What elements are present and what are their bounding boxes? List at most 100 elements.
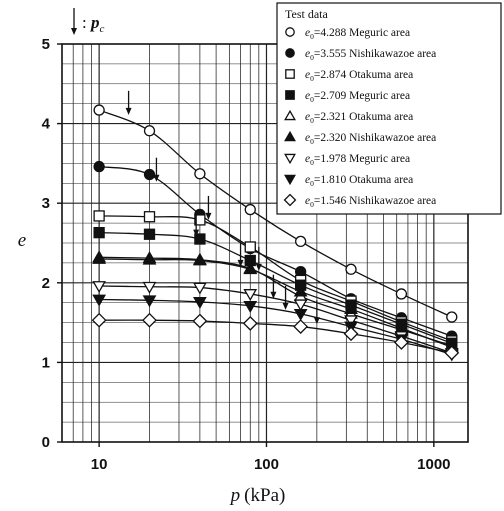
x-tick-label: 10	[91, 456, 108, 473]
legend-label: e0=2.321 Otakuma area	[305, 111, 413, 125]
legend-label: e0=4.288 Meguric area	[305, 27, 410, 41]
legend-entry: e0=3.555 Nishikawazoe area	[285, 48, 436, 62]
data-point	[444, 345, 460, 361]
data-point	[293, 308, 308, 321]
pc-arrow-head	[237, 259, 244, 267]
plot-frame	[61, 43, 469, 443]
data-point	[143, 168, 156, 181]
x-tick-label: 100	[254, 456, 279, 473]
data-point	[93, 210, 105, 222]
pc-legend-arrow-head	[71, 28, 77, 35]
legend-e-subscript: 0	[310, 116, 314, 125]
y-axis-label: e	[18, 230, 26, 251]
pc-arrow-head	[153, 174, 160, 182]
legend-entry: e0=2.321 Otakuma area	[284, 109, 413, 125]
legend-value-area: =3.555 Nishikawazoe area	[314, 48, 436, 60]
legend-e-subscript: 0	[310, 158, 314, 167]
data-point	[344, 315, 358, 328]
pc-arrow-head	[282, 302, 289, 310]
data-point	[91, 312, 107, 328]
data-point	[92, 281, 107, 294]
legend-e-symbol: e	[305, 48, 310, 60]
legend-e-subscript: 0	[310, 74, 314, 83]
legend-marker	[285, 48, 295, 58]
y-tick-label: 5	[42, 36, 50, 53]
data-point	[193, 282, 207, 295]
legend-marker	[285, 27, 295, 37]
legend-marker	[284, 153, 296, 165]
data-point	[395, 288, 408, 300]
series-0	[93, 90, 458, 323]
data-point	[143, 125, 156, 137]
data-point	[293, 319, 309, 334]
data-point	[244, 203, 256, 216]
legend-e-subscript: 0	[310, 137, 314, 146]
data-point	[92, 294, 107, 307]
legend-title: Test data	[285, 7, 328, 21]
series-line	[99, 256, 452, 347]
data-point	[243, 300, 258, 313]
legend-value-area: =2.874 Otakuma area	[314, 69, 413, 81]
data-point	[194, 233, 206, 245]
data-point	[293, 299, 308, 312]
series-8	[91, 300, 460, 361]
legend-marker	[283, 193, 297, 207]
data-point	[142, 281, 157, 294]
data-point	[194, 168, 206, 180]
legend-label: e0=1.546 Nishikawazoe area	[305, 195, 436, 209]
data-point	[194, 214, 206, 226]
data-point	[244, 241, 256, 253]
legend-label: e0=1.810 Otakuma area	[305, 174, 413, 188]
y-tick-label: 4	[42, 116, 51, 133]
data-point	[142, 252, 157, 265]
x-axis-unit: (kPa)	[244, 485, 285, 506]
x-axis-label: p (kPa)	[229, 485, 286, 506]
data-point	[193, 253, 207, 266]
legend-label: e0=2.320 Nishikawazoe area	[305, 132, 436, 146]
legend-e-symbol: e	[305, 195, 310, 207]
series-line	[98, 109, 453, 318]
data-point	[93, 160, 105, 173]
pc-annotation-label: : pc	[82, 13, 104, 35]
pc-arrow-head	[205, 212, 212, 220]
legend-marker	[284, 174, 296, 186]
legend-marker	[284, 130, 296, 142]
legend-e-subscript: 0	[310, 179, 314, 188]
legend-entry: e0=2.709 Meguric area	[285, 90, 410, 104]
data-point	[343, 326, 359, 342]
legend-entry: e0=1.546 Nishikawazoe area	[283, 193, 436, 209]
data-point	[446, 311, 458, 323]
legend-e-subscript: 0	[310, 53, 314, 62]
legend-e-symbol: e	[305, 69, 310, 81]
legend-marker	[284, 109, 296, 121]
data-point	[142, 312, 157, 328]
legend-marker	[285, 69, 295, 79]
legend-entry: e0=2.320 Nishikawazoe area	[284, 130, 436, 146]
series-7	[92, 285, 459, 362]
legend-e-symbol: e	[305, 153, 310, 165]
pc-annotation: : pc	[71, 8, 104, 35]
legend-label: e0=2.709 Meguric area	[305, 90, 410, 104]
axis-labels: e p (kPa)	[18, 230, 286, 506]
legend-e-symbol: e	[305, 111, 310, 123]
y-tick-label: 1	[42, 354, 50, 371]
legend-value-area: =2.320 Nishikawazoe area	[314, 132, 436, 144]
pc-annotation-prefix: :	[82, 13, 91, 32]
data-point	[293, 284, 308, 297]
data-point	[93, 104, 105, 116]
y-tick-label: 2	[42, 275, 50, 292]
series-line	[99, 258, 453, 348]
y-tick-label: 0	[42, 434, 50, 451]
y-tick-label: 3	[42, 195, 50, 212]
legend-label: e0=3.555 Nishikawazoe area	[305, 48, 436, 62]
legend-value-area: =1.810 Otakuma area	[314, 174, 413, 186]
legend-e-subscript: 0	[310, 200, 314, 209]
legend-e-symbol: e	[305, 132, 310, 144]
legend-label: e0=1.978 Meguric area	[305, 153, 410, 167]
legend-e-symbol: e	[305, 90, 310, 102]
x-axis-variable: p	[229, 485, 241, 506]
legend-entry: e0=2.874 Otakuma area	[285, 69, 413, 83]
series-layer	[91, 90, 460, 362]
